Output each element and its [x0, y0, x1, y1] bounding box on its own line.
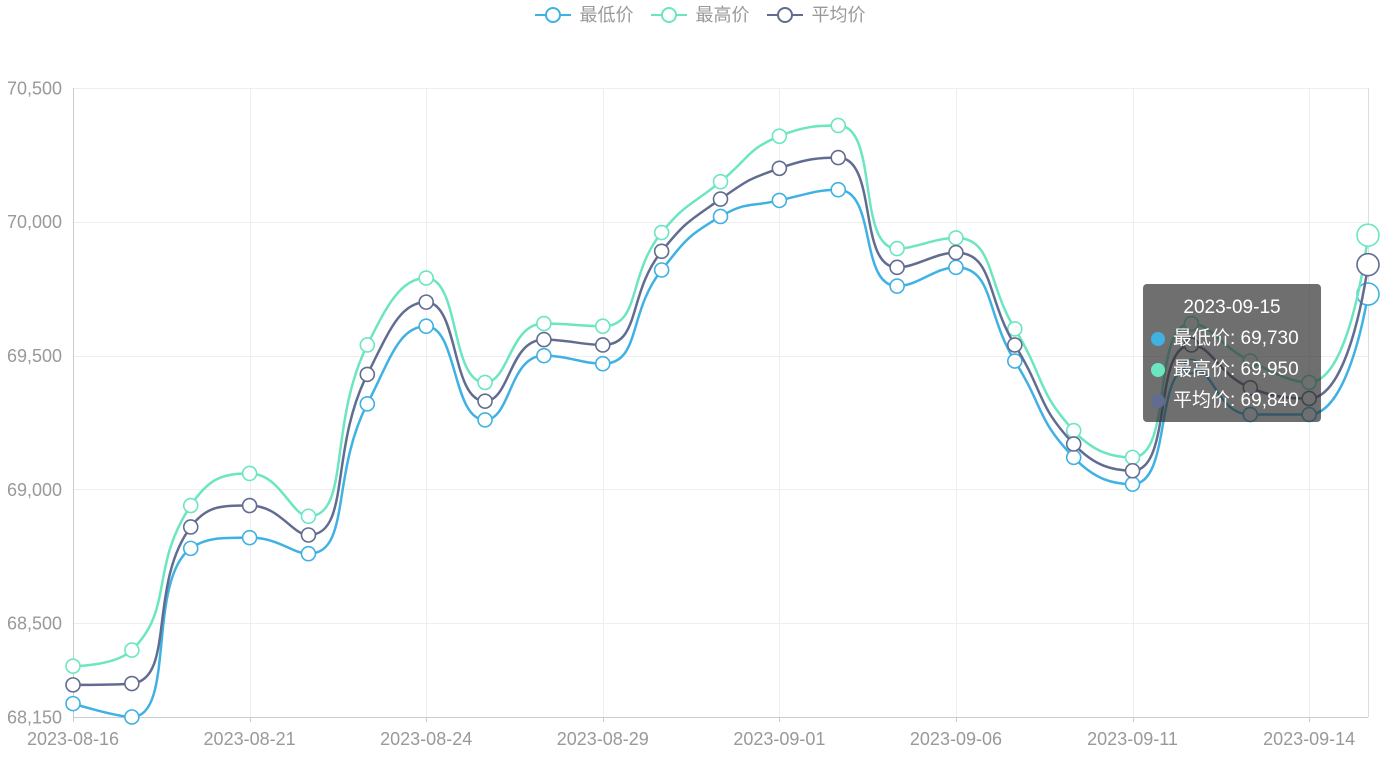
- data-point[interactable]: [182, 497, 199, 514]
- tooltip-row-text: 平均价: 69,840: [1173, 390, 1299, 411]
- data-point[interactable]: [889, 278, 905, 294]
- series-dot-icon: [1151, 362, 1165, 377]
- data-point[interactable]: [300, 527, 317, 543]
- data-point[interactable]: [1124, 449, 1141, 466]
- y-tick-label: 69,500: [7, 346, 62, 366]
- data-point[interactable]: [594, 318, 611, 335]
- series-dot-icon: [1151, 393, 1165, 408]
- x-tick-label: 2023-08-21: [204, 729, 296, 749]
- data-point[interactable]: [536, 347, 552, 364]
- data-point[interactable]: [182, 540, 199, 557]
- tooltip-row-text: 最高价: 69,950: [1173, 359, 1299, 380]
- series-line: [71, 188, 1370, 719]
- x-tick-label: 2023-08-29: [557, 729, 649, 749]
- x-tick-label: 2023-09-06: [910, 729, 1002, 749]
- x-tick-label: 2023-08-24: [380, 729, 472, 749]
- data-point[interactable]: [653, 262, 670, 278]
- data-point[interactable]: [300, 545, 317, 562]
- legend-item-low-price[interactable]: 最低价: [534, 5, 634, 25]
- data-point[interactable]: [65, 695, 81, 712]
- data-point[interactable]: [889, 240, 905, 257]
- tooltip-row-text: 最低价: 69,730: [1173, 328, 1299, 349]
- line-circle-icon: [534, 7, 571, 23]
- y-tick-label: 70,000: [7, 212, 62, 232]
- data-point[interactable]: [948, 259, 964, 276]
- data-point[interactable]: [1065, 449, 1082, 466]
- data-point[interactable]: [712, 191, 729, 207]
- legend-label: 平均价: [811, 5, 866, 25]
- tooltip-title: 2023-09-15: [1183, 297, 1281, 318]
- data-point[interactable]: [65, 677, 81, 693]
- data-point[interactable]: [1124, 476, 1141, 492]
- data-point[interactable]: [1007, 353, 1023, 369]
- data-point[interactable]: [948, 230, 964, 246]
- data-point[interactable]: [712, 208, 729, 225]
- data-point[interactable]: [241, 529, 258, 546]
- data-point[interactable]: [477, 393, 493, 409]
- axes: 68,150 68,500 69,000 69,500 70,000 70,500 2023…: [7, 78, 1368, 749]
- data-point[interactable]: [771, 128, 788, 144]
- x-tick-label: 2023-09-01: [733, 729, 825, 749]
- legend-item-high-price[interactable]: 最高价: [650, 5, 750, 25]
- data-point[interactable]: [712, 173, 729, 190]
- data-point[interactable]: [300, 508, 317, 525]
- grid: [73, 88, 1369, 717]
- data-point[interactable]: [830, 149, 847, 166]
- data-point[interactable]: [241, 497, 258, 514]
- legend-label: 最高价: [695, 5, 750, 25]
- data-point[interactable]: [1065, 422, 1082, 439]
- x-tick-label: 2023-09-14: [1263, 729, 1355, 749]
- data-point[interactable]: [182, 519, 199, 535]
- data-point[interactable]: [477, 374, 493, 391]
- data-point[interactable]: [594, 337, 611, 353]
- data-point[interactable]: [653, 243, 670, 260]
- data-point[interactable]: [477, 412, 493, 428]
- data-point[interactable]: [1007, 321, 1023, 337]
- data-point[interactable]: [124, 675, 140, 692]
- data-point[interactable]: [948, 244, 964, 261]
- data-point[interactable]: [1124, 462, 1141, 479]
- line-circle-icon: [766, 7, 803, 23]
- x-tick-label: 2023-08-16: [27, 729, 119, 749]
- data-point[interactable]: [536, 331, 552, 348]
- data-point[interactable]: [359, 337, 376, 353]
- data-point[interactable]: [1007, 337, 1023, 353]
- data-point[interactable]: [359, 366, 376, 383]
- y-tick-label: 69,000: [7, 480, 62, 500]
- y-tick-label: 68,150: [7, 707, 62, 727]
- data-point[interactable]: [1356, 223, 1380, 248]
- tooltip: 2023-09-15 最低价: 69,730 最高价: 69,950 平均价: …: [1143, 284, 1321, 422]
- data-point[interactable]: [241, 465, 258, 482]
- data-point[interactable]: [594, 355, 611, 372]
- data-point[interactable]: [830, 181, 847, 198]
- data-point[interactable]: [771, 192, 788, 209]
- legend: 最低价 最高价 平均价: [0, 4, 1400, 26]
- data-point[interactable]: [65, 658, 81, 674]
- series-group: [65, 181, 1380, 725]
- data-point[interactable]: [124, 642, 140, 658]
- y-tick-label: 68,500: [7, 614, 62, 634]
- data-point[interactable]: [1065, 436, 1082, 452]
- tooltip-row-average-price: 平均价: 69,840: [1151, 385, 1313, 416]
- data-point[interactable]: [653, 224, 670, 241]
- y-tick-label: 70,500: [7, 78, 62, 98]
- data-point[interactable]: [418, 270, 434, 286]
- data-point[interactable]: [889, 259, 905, 276]
- data-point[interactable]: [536, 315, 552, 332]
- data-point[interactable]: [771, 160, 788, 177]
- data-point[interactable]: [830, 117, 847, 134]
- data-point[interactable]: [418, 294, 434, 310]
- data-point[interactable]: [418, 318, 434, 335]
- tooltip-row-low-price: 最低价: 69,730: [1151, 323, 1313, 354]
- series-dot-icon: [1151, 331, 1165, 346]
- data-point[interactable]: [1356, 252, 1380, 277]
- x-tick-label: 2023-09-11: [1087, 729, 1178, 749]
- tooltip-row-high-price: 最高价: 69,950: [1151, 354, 1313, 385]
- legend-item-average-price[interactable]: 平均价: [766, 5, 866, 25]
- data-point[interactable]: [124, 709, 140, 725]
- data-point[interactable]: [359, 396, 376, 412]
- line-circle-icon: [650, 7, 687, 23]
- legend-label: 最低价: [579, 5, 634, 25]
